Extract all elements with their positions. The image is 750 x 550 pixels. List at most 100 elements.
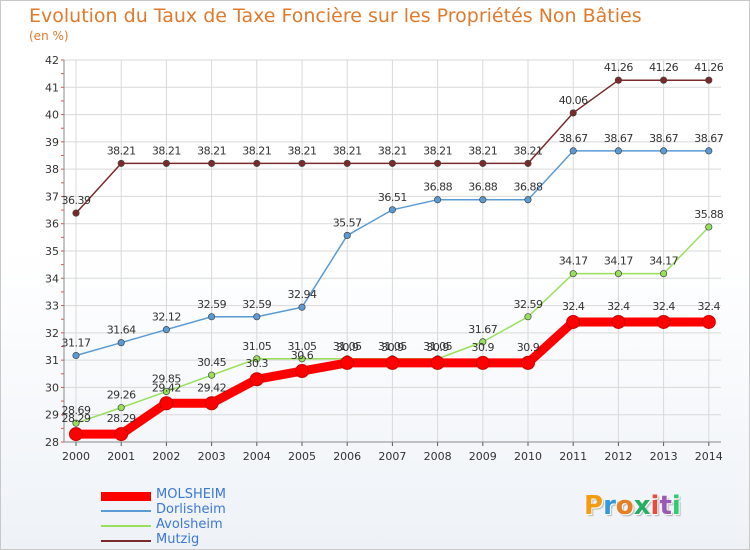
point-avolsheim <box>117 404 125 412</box>
grid <box>64 59 721 443</box>
data-label-molsheim: 32.4 <box>652 300 675 313</box>
data-label-avolsheim: 30.45 <box>197 356 226 369</box>
y-tick-label: 34 <box>45 272 59 285</box>
point-molsheim <box>295 364 309 379</box>
y-tick-label: 42 <box>45 54 59 67</box>
data-label-molsheim: 30.9 <box>426 341 449 354</box>
data-label-dorlisheim: 38.67 <box>604 132 633 145</box>
point-dorlisheim <box>524 196 532 204</box>
point-molsheim <box>475 355 490 370</box>
data-label-mutzig: 38.21 <box>288 144 317 157</box>
data-label-avolsheim: 28.69 <box>62 404 91 417</box>
point-molsheim <box>521 355 535 370</box>
data-label-mutzig: 38.21 <box>514 144 543 157</box>
data-label-mutzig: 38.21 <box>423 144 452 157</box>
y-tick-label: 31 <box>45 354 59 367</box>
data-label-avolsheim: 35.88 <box>694 208 723 221</box>
x-tick-label: 2010 <box>514 450 542 463</box>
y-tick-label: 41 <box>45 81 59 94</box>
x-tick-label: 2000 <box>62 450 90 463</box>
point-molsheim <box>701 314 716 329</box>
y-tick-label: 30 <box>45 381 59 394</box>
data-label-avolsheim: 31.05 <box>423 340 452 353</box>
data-label-dorlisheim: 38.67 <box>559 132 588 145</box>
x-tick-label: 2004 <box>243 450 271 463</box>
point-mutzig <box>72 209 80 217</box>
point-molsheim <box>430 355 445 370</box>
point-mutzig <box>569 109 577 117</box>
legend-swatch <box>101 525 151 527</box>
y-tick-label: 33 <box>45 300 59 313</box>
point-mutzig <box>434 159 442 167</box>
legend-label: MOLSHEIM <box>156 487 226 502</box>
x-tick-label: 2005 <box>288 450 316 463</box>
point-molsheim <box>611 314 626 329</box>
x-tick-label: 2009 <box>469 450 497 463</box>
data-label-mutzig: 38.21 <box>242 144 271 157</box>
x-tick-label: 2006 <box>333 450 361 463</box>
y-tick-label: 40 <box>45 109 59 122</box>
data-label-dorlisheim: 32.59 <box>242 298 271 311</box>
data-label-molsheim: 32.4 <box>562 300 585 313</box>
unit-label: (en %) <box>29 29 69 43</box>
data-label-molsheim: 32.4 <box>698 300 721 313</box>
data-label-avolsheim: 34.17 <box>649 255 678 268</box>
point-dorlisheim <box>479 196 487 204</box>
legend-swatch <box>101 510 151 512</box>
y-tick-label: 35 <box>45 245 59 258</box>
x-tick-label: 2014 <box>695 450 723 463</box>
data-label-mutzig: 38.21 <box>152 144 181 157</box>
data-label-molsheim: 30.9 <box>517 341 540 354</box>
legend-swatch <box>101 540 151 542</box>
data-label-molsheim: 30.9 <box>381 341 404 354</box>
x-tick-label: 2007 <box>378 450 406 463</box>
data-label-mutzig: 38.21 <box>468 144 497 157</box>
point-dorlisheim <box>660 147 668 155</box>
data-label-avolsheim: 32.59 <box>514 298 543 311</box>
legend-swatch <box>101 492 151 501</box>
data-label-dorlisheim: 38.67 <box>694 132 723 145</box>
point-avolsheim <box>614 270 622 278</box>
data-label-mutzig: 41.26 <box>694 61 723 74</box>
point-avolsheim <box>569 270 577 278</box>
data-label-mutzig: 38.21 <box>333 144 362 157</box>
point-avolsheim <box>72 419 80 427</box>
point-avolsheim <box>162 387 170 396</box>
point-dorlisheim <box>569 147 577 155</box>
data-label-avolsheim: 31.05 <box>288 340 317 353</box>
data-label-mutzig: 38.21 <box>107 144 136 157</box>
point-avolsheim <box>705 223 713 231</box>
point-mutzig <box>705 76 713 84</box>
legend-label: Dorlisheim <box>156 502 226 517</box>
point-avolsheim <box>524 313 532 321</box>
data-label-molsheim: 30.9 <box>336 341 359 354</box>
legend-label: Mutzig <box>156 532 200 547</box>
point-dorlisheim <box>705 147 713 155</box>
point-avolsheim <box>479 338 487 346</box>
point-molsheim <box>340 355 355 370</box>
data-label-avolsheim: 31.05 <box>378 340 407 353</box>
data-label-mutzig: 41.26 <box>604 61 633 74</box>
data-label-molsheim: 32.4 <box>607 300 630 313</box>
point-avolsheim <box>208 371 216 379</box>
data-label-mutzig: 40.06 <box>559 94 588 107</box>
y-tick-label: 39 <box>45 136 59 149</box>
data-label-avolsheim: 34.17 <box>604 255 633 268</box>
data-label-avolsheim: 31.67 <box>468 323 497 336</box>
point-dorlisheim <box>253 313 261 321</box>
point-avolsheim <box>253 355 261 363</box>
data-label-avolsheim: 31.05 <box>333 340 362 353</box>
y-tick-label: 32 <box>45 327 59 340</box>
point-mutzig <box>614 76 622 84</box>
data-label-molsheim: 28.29 <box>107 412 136 425</box>
axes: 28 29 30 31 32 33 34 35 36 37 38 39 40 41 42 2000 2001 20… <box>45 54 723 463</box>
chart-title: Evolution du Taux de Taxe Foncière sur l… <box>29 5 642 27</box>
point-dorlisheim <box>162 326 170 334</box>
point-avolsheim <box>298 355 306 363</box>
point-molsheim <box>566 314 581 329</box>
data-labels: 28.29 28.29 29.42 29.42 30.3 30.6 30.9 30.9 30.9… <box>62 61 725 425</box>
point-molsheim <box>114 427 129 442</box>
y-tick-label: 37 <box>45 190 59 203</box>
data-label-mutzig: 38.21 <box>378 144 407 157</box>
point-molsheim <box>656 314 671 329</box>
